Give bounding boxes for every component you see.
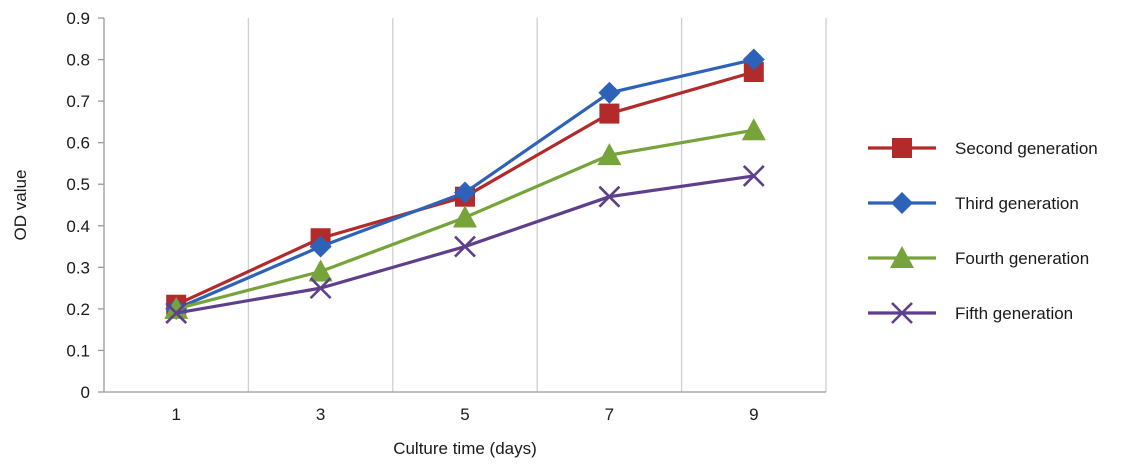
y-axis-title: OD value (11, 170, 30, 241)
x-tick-label: 3 (316, 405, 325, 424)
legend-item: Fourth generation (868, 246, 1089, 268)
legend-label: Second generation (955, 139, 1098, 158)
data-point (598, 185, 621, 208)
data-point (454, 235, 476, 258)
data-point (741, 118, 766, 141)
series-x (165, 164, 765, 324)
y-tick-label: 0.5 (66, 175, 90, 194)
x-tick-label: 1 (171, 405, 180, 424)
data-point (308, 259, 333, 282)
legend-label: Fourth generation (955, 249, 1089, 268)
data-point (597, 143, 622, 166)
legend-swatch-marker (890, 246, 914, 268)
data-point (453, 205, 477, 228)
x-tick-label: 9 (749, 405, 758, 424)
data-point (742, 48, 765, 71)
y-tick-label: 0.4 (66, 217, 90, 236)
data-point (165, 302, 188, 324)
legend-swatch-marker (891, 192, 913, 214)
legend-label: Fifth generation (955, 304, 1073, 323)
data-point (309, 235, 332, 258)
legend-swatch-marker (891, 302, 913, 324)
legend-item: Second generation (868, 138, 1098, 158)
data-point (454, 181, 476, 204)
data-point (743, 62, 764, 83)
series-triangle (164, 118, 766, 319)
data-point (598, 81, 621, 104)
series-diamond (165, 48, 765, 320)
y-tick-label: 0.8 (66, 51, 90, 70)
x-tick-label: 7 (605, 405, 614, 424)
y-tick-label: 0.2 (66, 300, 90, 319)
data-point (742, 164, 765, 187)
legend-label: Third generation (955, 194, 1079, 213)
data-point (309, 277, 332, 300)
x-axis-title: Culture time (days) (393, 439, 537, 458)
y-tick-label: 0.9 (66, 9, 90, 28)
x-tick-label: 5 (460, 405, 469, 424)
legend-item: Fifth generation (868, 302, 1073, 324)
y-tick-label: 0 (81, 383, 90, 402)
y-tick-label: 0.3 (66, 258, 90, 277)
data-point (599, 103, 620, 124)
y-tick-label: 0.7 (66, 92, 90, 111)
y-tick-label: 0.1 (66, 341, 90, 360)
legend-swatch-marker (892, 138, 912, 158)
legend-item: Third generation (868, 192, 1079, 214)
y-tick-label: 0.6 (66, 134, 90, 153)
